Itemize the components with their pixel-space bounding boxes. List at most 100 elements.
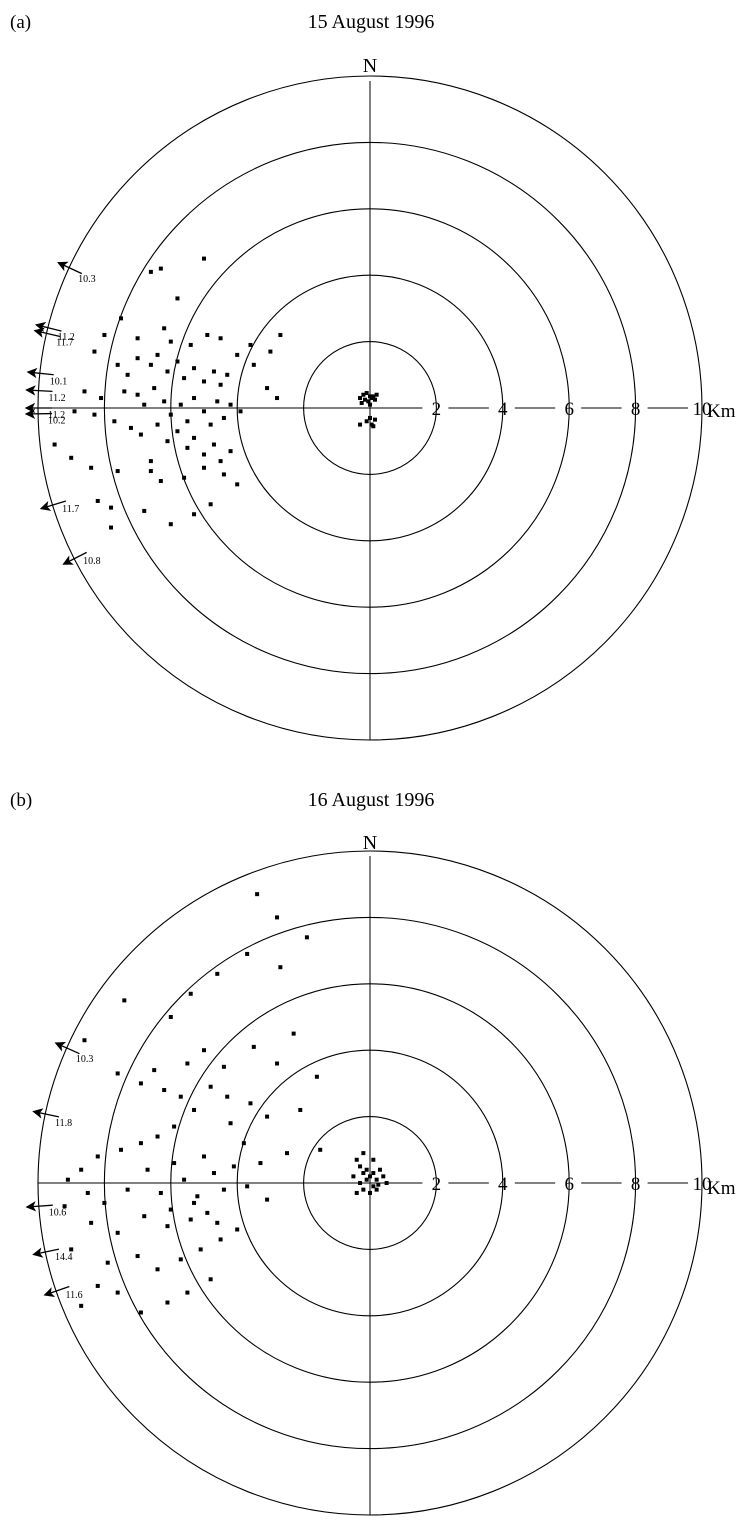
epicenter-point	[241, 1141, 246, 1146]
epicenter-point	[368, 1174, 372, 1179]
ring-label-10: 10	[693, 399, 712, 420]
epicenter-point	[158, 266, 163, 271]
epicenter-point	[138, 1081, 143, 1086]
off-scale-distance-label: 14.4	[55, 1252, 72, 1263]
off-scale-arrow	[54, 1042, 80, 1055]
epicenter-point	[115, 1230, 120, 1235]
off-scale-distance-label: 11.6	[66, 1290, 83, 1301]
epicenter-point	[69, 455, 74, 460]
epicenter-point	[304, 935, 309, 940]
epicenter-point	[192, 512, 197, 517]
epicenter-point	[228, 1121, 233, 1126]
epicenter-point	[168, 1207, 173, 1212]
epicenter-point	[52, 442, 57, 447]
epicenter-point	[192, 1107, 197, 1112]
off-scale-arrow	[39, 500, 67, 511]
epicenter-point	[82, 389, 87, 394]
epicenter-point	[79, 1167, 84, 1172]
ring-label-6: 6	[564, 399, 574, 420]
epicenter-point	[122, 389, 127, 394]
epicenter-point	[155, 1267, 160, 1272]
epicenter-point	[366, 399, 371, 404]
off-scale-arrow	[25, 1201, 53, 1212]
epicenter-point	[211, 1171, 216, 1176]
ring-label-4: 4	[498, 399, 508, 420]
epicenter-point	[125, 1187, 130, 1192]
epicenter-point	[245, 1184, 250, 1189]
epicenter-point	[248, 1101, 253, 1106]
epicenter-point	[122, 998, 127, 1003]
epicenter-point	[225, 372, 230, 377]
epicenter-point	[374, 1177, 379, 1182]
epicenter-point	[218, 336, 223, 341]
epicenter-point	[142, 1214, 147, 1219]
epicenter-point	[135, 356, 140, 361]
epicenter-point	[202, 452, 206, 457]
epicenter-point	[138, 432, 143, 437]
epicenter-point	[354, 1157, 359, 1162]
epicenter-point	[211, 442, 216, 447]
epicenter-point	[138, 1141, 143, 1146]
epicenter-point	[158, 1190, 163, 1195]
epicenter-point	[318, 1147, 323, 1152]
epicenter-point	[202, 256, 206, 261]
epicenter-point	[172, 1161, 177, 1166]
panel-a: (a) 15 August 1996 N 2 4 6 8 10 Km 10.311.21…	[10, 11, 736, 741]
epicenter-point	[364, 1167, 369, 1172]
epicenter-point	[195, 1194, 200, 1199]
epicenter-point	[158, 479, 163, 484]
epicenter-point	[135, 392, 140, 397]
epicenter-point	[361, 1171, 366, 1176]
off-scale-distance-label: 11.7	[56, 338, 73, 349]
epicenter-point	[218, 459, 223, 464]
epicenter-point	[95, 498, 100, 503]
epicenter-point	[135, 1254, 140, 1259]
epicenter-point	[275, 915, 280, 920]
epicenter-point	[95, 1154, 100, 1159]
epicenter-point	[221, 415, 226, 420]
off-scale-arrow	[33, 327, 61, 338]
panel-a-title: 15 August 1996	[308, 11, 435, 33]
epicenter-point	[119, 316, 123, 321]
ring-label-4: 4	[498, 1174, 508, 1195]
epicenter-point	[89, 465, 94, 470]
epicenter-point	[368, 402, 372, 407]
epicenter-point	[358, 1181, 363, 1185]
epicenter-point	[148, 459, 153, 464]
panel-b-outliers: 10.3 11.8 10.6 14.4 11.6	[25, 1042, 93, 1301]
ring-label-2: 2	[432, 1174, 442, 1195]
epicenter-point	[168, 339, 173, 344]
epicenter-point	[358, 396, 363, 401]
epicenter-point	[142, 402, 147, 407]
off-scale-distance-label: 10.1	[50, 376, 67, 387]
epicenter-point	[115, 362, 120, 367]
epicenter-point	[358, 1164, 363, 1169]
epicenter-point	[215, 399, 220, 404]
epicenter-point	[112, 419, 117, 424]
epicenter-point	[208, 502, 213, 507]
epicenter-point	[102, 1200, 107, 1205]
epicenter-point	[208, 422, 213, 427]
epicenter-point	[231, 1164, 236, 1169]
epicenter-point	[361, 1151, 366, 1156]
epicenter-point	[372, 417, 377, 422]
epicenter-point	[371, 394, 376, 399]
panel-a-ring-labels: 2 4 6 8 10	[432, 399, 712, 420]
panel-b-points	[62, 892, 389, 1315]
epicenter-point	[208, 1277, 213, 1282]
epicenter-point	[314, 1074, 319, 1079]
epicenter-point	[148, 362, 153, 367]
epicenter-point	[202, 1048, 206, 1053]
epicenter-point	[182, 1177, 187, 1182]
epicenter-point	[192, 435, 197, 440]
epicenter-point	[265, 1114, 270, 1119]
epicenter-point	[192, 366, 197, 371]
epicenter-point	[202, 379, 206, 384]
epicenter-point	[165, 369, 170, 374]
off-scale-arrow	[32, 1247, 60, 1258]
epicenter-point	[235, 352, 240, 357]
epicenter-point	[185, 1290, 190, 1295]
panel-b-letter: (b)	[10, 790, 32, 811]
epicenter-point	[105, 1260, 110, 1265]
epicenter-point	[205, 1210, 210, 1215]
